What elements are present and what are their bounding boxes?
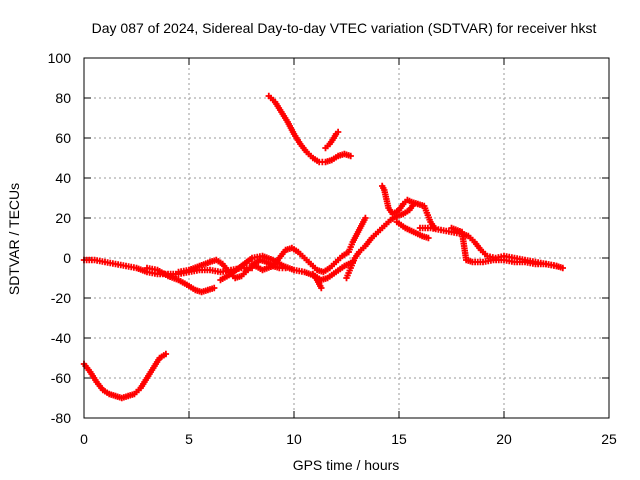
data-point — [162, 350, 170, 358]
data-point — [362, 214, 369, 222]
y-tick-label: -20 — [51, 290, 71, 306]
data-point — [559, 264, 566, 272]
series-arc-morning-dip — [143, 264, 218, 296]
data-point — [425, 234, 432, 242]
series-arc-short-rise — [322, 128, 342, 152]
x-tick-label: 0 — [80, 431, 88, 447]
data-point — [553, 262, 560, 270]
y-tick-label: 100 — [48, 50, 72, 66]
y-axis-label: SDTVAR / TECUs — [6, 183, 22, 295]
x-tick-labels: 0 5 10 15 20 25 — [80, 431, 617, 447]
y-tick-label: 80 — [55, 90, 71, 106]
series-arc-descending-high — [265, 92, 354, 166]
y-tick-label: -80 — [51, 410, 71, 426]
y-tick-label: 40 — [55, 170, 71, 186]
grid — [84, 58, 609, 418]
series-arc-peak-cluster — [379, 182, 438, 232]
x-tick-label: 5 — [185, 431, 193, 447]
y-tick-label: -60 — [51, 370, 71, 386]
y-tick-label: 0 — [63, 250, 71, 266]
x-tick-label: 25 — [601, 431, 617, 447]
y-tick-label: 60 — [55, 130, 71, 146]
data-point — [211, 284, 218, 292]
series-arc-rising-steep — [345, 214, 369, 256]
series-arc-afternoon-flat — [448, 224, 560, 270]
series-arc-low-dip — [80, 350, 170, 402]
y-tick-labels: 100 80 60 40 20 0 -20 -40 -60 -80 — [48, 50, 72, 426]
x-tick-label: 10 — [286, 431, 302, 447]
x-tick-label: 15 — [391, 431, 407, 447]
series-arc-dip-pair — [309, 270, 325, 292]
y-tick-label: 20 — [55, 210, 71, 226]
data-points — [80, 92, 566, 402]
y-tick-label: -40 — [51, 330, 71, 346]
chart-title: Day 087 of 2024, Sidereal Day-to-day VTE… — [92, 20, 597, 36]
data-point — [318, 284, 325, 292]
x-axis-label: GPS time / hours — [293, 457, 400, 473]
data-point — [347, 152, 354, 160]
x-tick-label: 20 — [496, 431, 512, 447]
series-arc-short-descent — [393, 218, 432, 242]
plot-frame — [83, 57, 610, 419]
data-point — [334, 128, 342, 136]
